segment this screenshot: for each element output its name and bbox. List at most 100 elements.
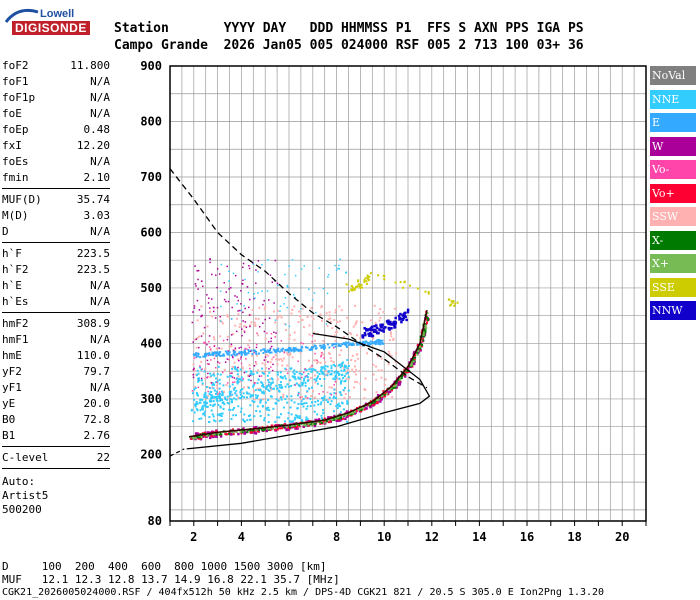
echo-point xyxy=(334,374,337,377)
echo-point xyxy=(208,335,211,337)
echo-point xyxy=(264,306,267,309)
echo-point xyxy=(341,373,344,376)
echo-point xyxy=(314,381,317,384)
header-values: Campo Grande 2026 Jan05 005 024000 RSF 0… xyxy=(114,38,584,53)
echo-point xyxy=(279,305,282,307)
echo-point xyxy=(198,309,201,311)
echo-point xyxy=(375,365,378,368)
echo-point xyxy=(271,378,274,381)
echo-point xyxy=(395,382,398,385)
echo-point xyxy=(334,311,337,314)
echo-point xyxy=(394,386,397,389)
echo-point xyxy=(336,320,339,323)
echo-point xyxy=(247,378,250,381)
echo-point xyxy=(416,352,419,355)
echo-point xyxy=(329,403,332,406)
echo-point xyxy=(226,398,229,401)
echo-point xyxy=(246,348,248,350)
echo-point xyxy=(337,371,340,374)
echo-point xyxy=(267,398,270,401)
echo-point xyxy=(304,395,307,398)
echo-point xyxy=(195,402,198,405)
echo-point xyxy=(341,364,344,367)
echo-point xyxy=(366,277,369,280)
echo-point xyxy=(336,377,339,380)
echo-point xyxy=(244,430,248,433)
echo-point xyxy=(321,366,324,369)
echo-point xyxy=(356,342,359,345)
echo-point xyxy=(223,403,226,406)
echo-point xyxy=(204,368,207,371)
echo-point xyxy=(320,414,323,417)
echo-point xyxy=(197,379,200,381)
echo-point xyxy=(254,398,257,401)
echo-point xyxy=(359,343,362,346)
echo-point xyxy=(249,404,252,407)
echo-point xyxy=(286,425,290,429)
echo-point xyxy=(306,397,309,399)
echo-point xyxy=(345,341,348,344)
echo-point xyxy=(399,312,402,316)
echo-point xyxy=(216,380,219,383)
echo-point xyxy=(210,396,213,399)
echo-point xyxy=(297,424,300,427)
echo-point xyxy=(256,371,259,374)
echo-point xyxy=(393,323,396,327)
echo-point xyxy=(196,299,199,302)
echo-point xyxy=(221,392,224,395)
echo-point xyxy=(283,351,286,354)
echo-point xyxy=(345,283,348,286)
echo-point xyxy=(217,365,220,368)
echo-point xyxy=(409,364,412,367)
echo-point xyxy=(245,326,248,328)
echo-point xyxy=(250,321,253,324)
echo-point xyxy=(454,302,457,305)
echo-point xyxy=(290,395,293,398)
echo-point xyxy=(373,404,376,407)
echo-point xyxy=(198,437,201,440)
echo-point xyxy=(334,345,337,348)
echo-point xyxy=(193,357,195,359)
echo-point xyxy=(287,353,290,356)
echo-point xyxy=(391,395,394,398)
param-row: foEs N/A xyxy=(2,154,110,170)
echo-point xyxy=(338,268,341,270)
echo-point xyxy=(355,368,358,371)
echo-point xyxy=(328,396,331,399)
echo-point xyxy=(335,370,338,373)
echo-point xyxy=(320,396,323,399)
echo-point xyxy=(233,377,236,379)
auto-software: Artist5 xyxy=(2,489,49,502)
echo-point xyxy=(268,371,271,374)
echo-point xyxy=(198,401,201,404)
echo-point xyxy=(218,382,221,385)
legend-item: X+ xyxy=(650,254,696,273)
echo-point xyxy=(246,374,249,377)
echo-point xyxy=(314,423,317,426)
echo-point xyxy=(375,326,379,330)
echo-point xyxy=(237,405,240,408)
echo-point xyxy=(257,260,260,262)
echo-point xyxy=(243,350,246,353)
echo-point xyxy=(340,349,343,352)
echo-point xyxy=(194,387,197,390)
echo-point xyxy=(416,287,419,290)
param-label: yF2 xyxy=(2,365,22,378)
echo-point xyxy=(192,376,195,379)
echo-point xyxy=(290,425,293,428)
echo-point xyxy=(409,365,412,369)
echo-point xyxy=(202,412,205,415)
param-value: 12.20 xyxy=(76,139,110,152)
echo-point xyxy=(337,418,340,421)
echo-point xyxy=(314,418,317,422)
echo-point xyxy=(228,392,231,395)
echo-point xyxy=(190,409,193,412)
echo-point xyxy=(230,287,232,289)
echo-point xyxy=(233,397,236,400)
echo-point xyxy=(328,418,331,421)
echo-point xyxy=(258,398,261,401)
echo-point xyxy=(239,358,242,360)
echo-point xyxy=(246,396,249,399)
echo-point xyxy=(217,403,220,406)
echo-point xyxy=(207,434,210,437)
